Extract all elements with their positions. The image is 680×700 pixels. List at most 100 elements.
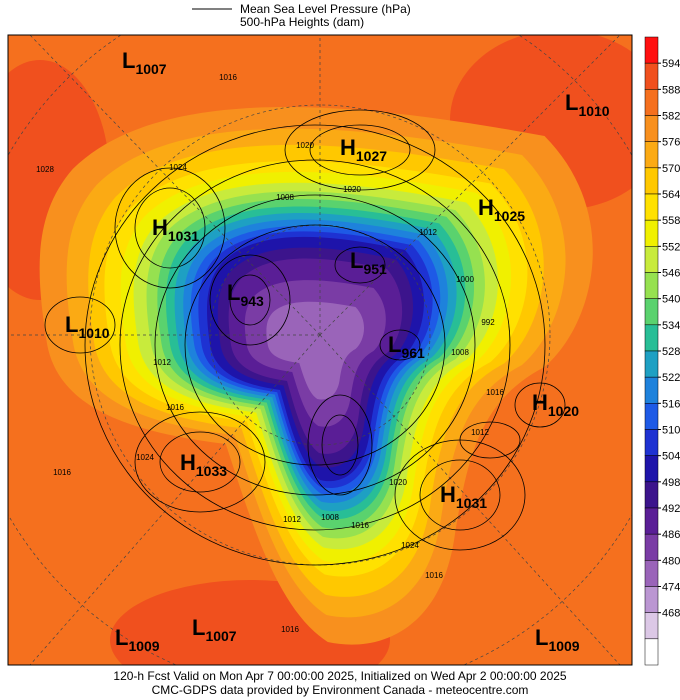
contour-label: 1016 bbox=[351, 521, 369, 530]
center-type: L bbox=[122, 48, 135, 73]
center-type: L bbox=[565, 90, 578, 115]
colorbar-bin bbox=[644, 586, 659, 613]
contour-label: 1016 bbox=[53, 468, 71, 477]
colorbar-bin bbox=[644, 272, 659, 299]
colorbar-bin bbox=[644, 193, 659, 221]
contour-label: 1016 bbox=[219, 73, 237, 82]
center-type: H bbox=[478, 195, 494, 220]
center-type: L bbox=[192, 615, 205, 640]
colorbar-tick-label: 540 bbox=[662, 294, 680, 306]
center-value: 1007 bbox=[135, 61, 166, 77]
center-value: 1009 bbox=[128, 638, 159, 654]
contour-label: 1012 bbox=[283, 515, 301, 524]
center-type: H bbox=[532, 390, 548, 415]
center-value: 1010 bbox=[578, 103, 609, 119]
center-value: 1009 bbox=[548, 638, 579, 654]
colorbar-bin bbox=[644, 507, 659, 535]
colorbar-tick-label: 552 bbox=[662, 241, 680, 253]
contour-label: 1012 bbox=[471, 428, 489, 437]
contour-label: 1000 bbox=[456, 275, 474, 284]
colorbar-bin bbox=[644, 298, 659, 326]
center-type: L bbox=[535, 625, 548, 650]
map-frame bbox=[7, 34, 633, 666]
colorbar-tick-label: 546 bbox=[662, 268, 680, 280]
contour-label: 1008 bbox=[451, 348, 469, 357]
colorbar-tick-label: 558 bbox=[662, 215, 680, 227]
center-value: 1020 bbox=[548, 403, 579, 419]
contour-label: 1012 bbox=[419, 228, 437, 237]
center-type: L bbox=[227, 280, 240, 305]
colorbar-bin bbox=[644, 89, 659, 116]
colorbar-bin bbox=[644, 219, 659, 247]
pressure-center: L1009 bbox=[115, 625, 160, 654]
pressure-center: L951 bbox=[350, 248, 387, 277]
contour-label: 1020 bbox=[389, 478, 407, 487]
pressure-center: H1031 bbox=[440, 482, 487, 511]
pressure-center: L1010 bbox=[65, 312, 110, 341]
pressure-center: H1031 bbox=[152, 215, 199, 244]
colorbar-tick-label: 570 bbox=[662, 163, 680, 175]
center-type: L bbox=[115, 625, 128, 650]
legend-line-label: Mean Sea Level Pressure (hPa) bbox=[240, 2, 411, 16]
colorbar-bin bbox=[644, 533, 659, 561]
contour-label: 1020 bbox=[343, 185, 361, 194]
colorbar-tick-label: 474 bbox=[662, 582, 680, 594]
colorbar-tick-label: 522 bbox=[662, 372, 680, 384]
contour-label: 1028 bbox=[36, 165, 54, 174]
center-type: H bbox=[152, 215, 168, 240]
contour-label: 1024 bbox=[401, 541, 419, 550]
contour-label: 1024 bbox=[136, 453, 154, 462]
colorbar-bin bbox=[644, 455, 659, 483]
colorbar-tick-label: 516 bbox=[662, 398, 680, 410]
colorbar-tick-label: 504 bbox=[662, 451, 680, 463]
center-value: 1033 bbox=[196, 463, 227, 479]
contour-label: 1012 bbox=[153, 358, 171, 367]
center-type: H bbox=[340, 135, 356, 160]
colorbar-tick-label: 492 bbox=[662, 503, 680, 515]
colorbar-bin bbox=[644, 36, 659, 64]
center-type: L bbox=[350, 248, 363, 273]
center-value: 961 bbox=[401, 345, 425, 361]
contour-label: 1016 bbox=[281, 625, 299, 634]
contour-label: 992 bbox=[481, 318, 495, 327]
legend-fill-label: 500-hPa Heights (dam) bbox=[240, 15, 364, 29]
colorbar-tick-label: 588 bbox=[662, 84, 680, 96]
colorbar-tick-label: 480 bbox=[662, 555, 680, 567]
colorbar-bin bbox=[644, 612, 659, 640]
pressure-center: H1020 bbox=[532, 390, 579, 419]
colorbar-bin bbox=[644, 167, 659, 195]
center-value: 1027 bbox=[356, 148, 387, 164]
pressure-center: L961 bbox=[388, 332, 425, 361]
pressure-center: L943 bbox=[227, 280, 264, 309]
center-value: 1010 bbox=[78, 325, 109, 341]
colorbar-tick-label: 582 bbox=[662, 111, 680, 123]
colorbar-tick-label: 498 bbox=[662, 477, 680, 489]
contour-label: 1008 bbox=[321, 513, 339, 522]
colorbar-bin bbox=[644, 62, 659, 90]
center-type: L bbox=[65, 312, 78, 337]
colorbar-tick-label: 510 bbox=[662, 425, 680, 437]
center-value: 943 bbox=[240, 293, 264, 309]
colorbar: 594 588 582 576 570 564 558 552 546 540 534 528 522 5… bbox=[644, 36, 680, 666]
isobars bbox=[44, 109, 566, 566]
colorbar-bin bbox=[644, 115, 659, 142]
center-value: 1007 bbox=[205, 628, 236, 644]
colorbar-bin bbox=[644, 429, 659, 456]
pressure-center: H1033 bbox=[180, 450, 227, 479]
colorbar-bin bbox=[644, 403, 659, 430]
center-type: L bbox=[388, 332, 401, 357]
contour-label: 1020 bbox=[296, 141, 314, 150]
colorbar-tick-label: 486 bbox=[662, 529, 680, 541]
center-value: 1025 bbox=[494, 208, 525, 224]
center-value: 951 bbox=[363, 261, 387, 277]
contour-label: 1024 bbox=[169, 163, 187, 172]
colorbar-tick-label: 594 bbox=[662, 58, 680, 70]
center-type: H bbox=[180, 450, 196, 475]
footer-valid: 120-h Fcst Valid on Mon Apr 7 00:00:00 2… bbox=[113, 669, 567, 683]
colorbar-bin bbox=[644, 560, 659, 587]
contour-label: 1008 bbox=[276, 193, 294, 202]
center-value: 1031 bbox=[456, 495, 487, 511]
